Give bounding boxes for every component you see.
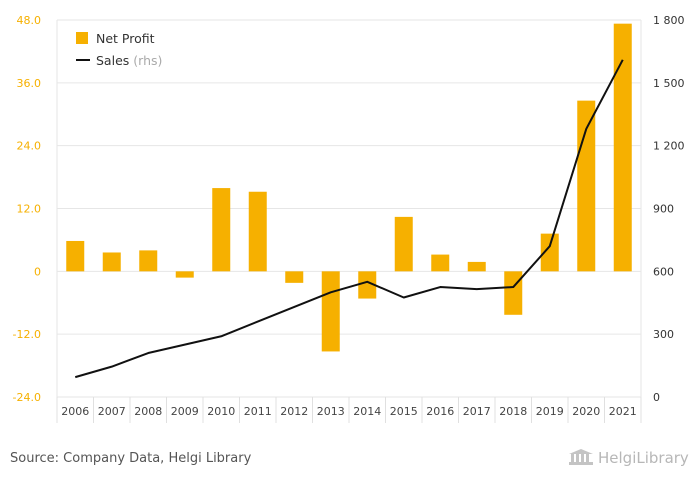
sales-line	[74, 59, 624, 379]
x-tick-label: 2006	[61, 405, 89, 418]
legend-label-sales-rhs: (rhs)	[133, 52, 163, 68]
legend: Net Profit Sales (rhs)	[76, 27, 162, 71]
x-tick-label: 2021	[609, 405, 637, 418]
brand-logo: HelgiLibrary	[568, 449, 689, 467]
legend-item-sales: Sales (rhs)	[76, 49, 162, 71]
x-tick-label: 2017	[463, 405, 491, 418]
x-tick-label: 2020	[572, 405, 600, 418]
x-tick-label: 2007	[98, 405, 126, 418]
brand-name: HelgiLibrary	[598, 449, 689, 467]
y-right-tick-label: 0	[653, 391, 660, 404]
y-right-tick-label: 900	[653, 203, 674, 216]
axes: -24.0 -12.0 0 12.0 24.0 36.0 48.0 0 300 600 900 1 2…	[13, 14, 685, 418]
bar-net-profit	[66, 240, 85, 272]
grid-lines	[56, 19, 642, 423]
bar-net-profit	[321, 271, 340, 352]
bar-net-profit	[540, 233, 559, 272]
net-profit-bars	[66, 23, 632, 352]
bar-net-profit	[467, 261, 486, 272]
y-right-tick-label: 1 800	[653, 14, 685, 27]
bar-net-profit	[577, 100, 596, 272]
y-left-tick-label: 24.0	[17, 140, 42, 153]
y-right-tick-label: 1 200	[653, 140, 685, 153]
bar-net-profit	[212, 188, 231, 272]
bar-net-profit	[285, 271, 304, 283]
bar-net-profit	[102, 252, 121, 272]
x-tick-label: 2014	[353, 405, 381, 418]
legend-item-net-profit: Net Profit	[76, 27, 162, 49]
x-tick-label: 2008	[134, 405, 162, 418]
library-icon	[569, 449, 593, 465]
x-tick-label: 2011	[244, 405, 272, 418]
x-tick-label: 2012	[280, 405, 308, 418]
legend-label-net-profit: Net Profit	[96, 30, 155, 46]
x-tick-label: 2009	[171, 405, 199, 418]
y-right-tick-label: 300	[653, 328, 674, 341]
bar-net-profit	[613, 23, 632, 272]
bar-net-profit	[175, 271, 194, 278]
legend-swatch-sales	[76, 59, 90, 61]
bar-net-profit	[504, 271, 523, 315]
y-left-tick-label: -24.0	[13, 391, 41, 404]
sales-line-layer	[74, 59, 624, 379]
y-left-tick-label: 0	[34, 265, 41, 278]
legend-swatch-net-profit	[76, 32, 88, 44]
bar-net-profit	[139, 250, 158, 272]
x-tick-label: 2018	[499, 405, 527, 418]
y-left-tick-label: -12.0	[13, 328, 41, 341]
bar-net-profit	[394, 216, 413, 272]
x-tick-label: 2016	[426, 405, 454, 418]
y-left-tick-label: 48.0	[17, 14, 42, 27]
x-tick-label: 2019	[536, 405, 564, 418]
x-tick-label: 2015	[390, 405, 418, 418]
x-tick-label: 2013	[317, 405, 345, 418]
y-right-tick-label: 1 500	[653, 77, 685, 90]
bar-net-profit	[248, 191, 267, 272]
source-note: Source: Company Data, Helgi Library	[10, 451, 252, 466]
y-right-tick-label: 600	[653, 265, 674, 278]
y-left-tick-label: 36.0	[17, 77, 42, 90]
x-tick-label: 2010	[207, 405, 235, 418]
y-left-tick-label: 12.0	[17, 203, 42, 216]
bar-net-profit	[431, 254, 450, 272]
bar-net-profit	[358, 271, 377, 299]
legend-label-sales: Sales	[96, 52, 130, 68]
